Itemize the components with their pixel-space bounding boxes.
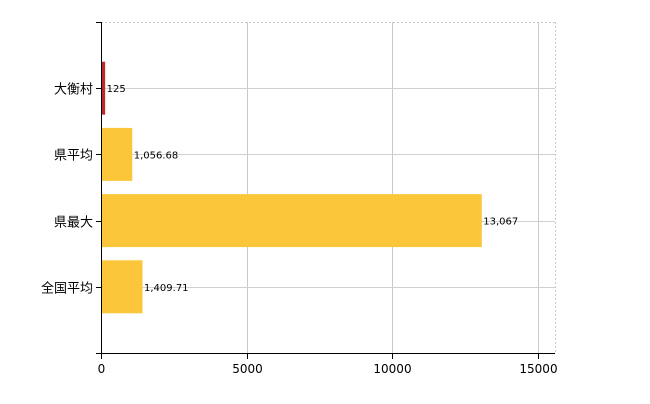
data-label: 1,409.71 — [144, 283, 189, 294]
bar — [101, 127, 133, 181]
x-axis-tick-label: 0 — [98, 362, 106, 376]
y-axis-category-label: 県最大 — [54, 216, 93, 231]
x-axis-tick-label: 5000 — [232, 362, 263, 376]
y-axis-category-label: 県平均 — [54, 149, 93, 164]
y-axis-category-label: 大衡村 — [54, 83, 93, 98]
data-label: 1,056.68 — [134, 150, 179, 161]
bar — [101, 194, 482, 248]
data-label: 125 — [107, 84, 126, 95]
bar — [101, 260, 143, 314]
y-axis-category-label: 全国平均 — [41, 281, 93, 297]
x-axis-tick-label: 15000 — [519, 362, 557, 376]
bar — [101, 61, 106, 115]
data-label: 13,067 — [483, 217, 518, 228]
axis-layer — [96, 22, 555, 359]
bar-layer — [101, 61, 482, 314]
x-axis-tick-label: 10000 — [373, 362, 411, 376]
grid-layer — [101, 22, 556, 353]
